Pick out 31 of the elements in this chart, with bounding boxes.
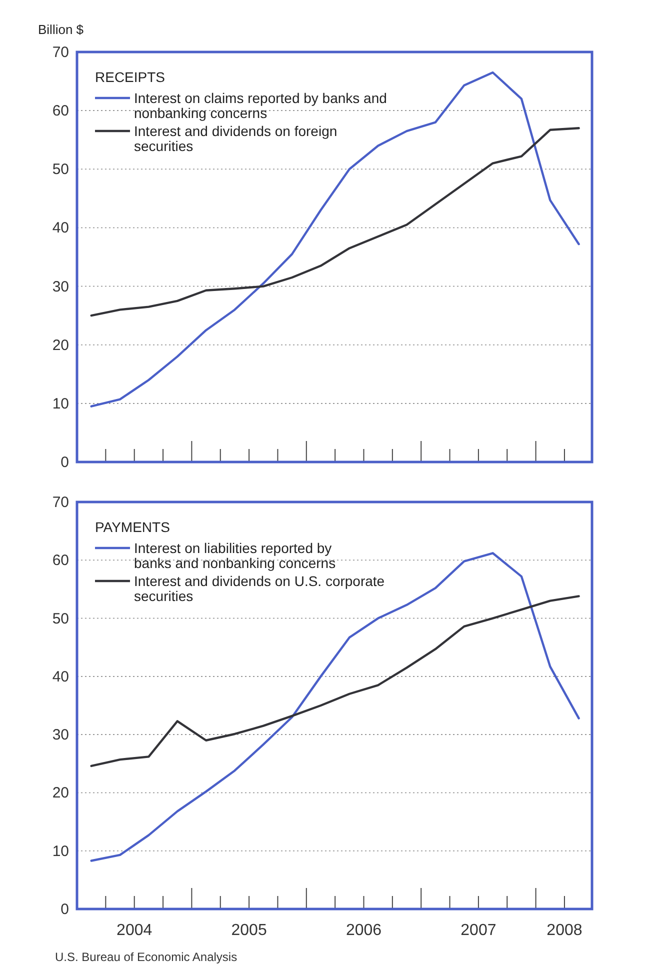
- legend-label: Interest on liabilities reported by banks and nonbanking concerns: [134, 540, 336, 571]
- y-tick-label: 50: [52, 610, 69, 628]
- y-tick-label: 60: [52, 102, 69, 120]
- y-axis-title: Billion $: [38, 22, 84, 37]
- y-tick-label: 30: [52, 726, 69, 744]
- y-tick-label: 70: [52, 494, 69, 511]
- legend-label: Interest and dividends on foreign securities: [134, 123, 338, 154]
- y-tick-label: 40: [52, 668, 69, 686]
- legend-label: Interest on claims reported by banks and nonbanking concerns: [134, 90, 387, 121]
- y-tick-label: 20: [52, 336, 69, 354]
- text: U.S. Bureau of Economic Analysis: [55, 950, 238, 964]
- y-tick-label: 70: [52, 44, 69, 61]
- line-series: [90, 127, 580, 317]
- x-tick-label: 2008: [546, 922, 582, 939]
- x-tick-label: 2006: [346, 922, 382, 939]
- y-tick-label: 30: [52, 278, 69, 296]
- x-tick-label: 2004: [116, 922, 152, 939]
- x-tick-label: 2007: [460, 922, 496, 939]
- y-tick-label: 20: [52, 784, 69, 802]
- legend-label: Interest and dividends on U.S. corporate securities: [134, 573, 385, 604]
- y-tick-label: 10: [52, 395, 69, 412]
- y-tick-label: 0: [60, 901, 69, 918]
- y-tick-label: 10: [52, 842, 69, 860]
- y-tick-label: 40: [52, 220, 69, 237]
- y-tick-label: 0: [60, 454, 69, 471]
- y-tick-label: 60: [52, 552, 69, 570]
- legend-title: PAYMENTS: [95, 519, 170, 535]
- line-series: [90, 71, 580, 408]
- y-tick-label: 50: [52, 161, 69, 178]
- x-tick-label: 2005: [231, 922, 267, 939]
- legend-title: RECEIPTS: [95, 69, 166, 85]
